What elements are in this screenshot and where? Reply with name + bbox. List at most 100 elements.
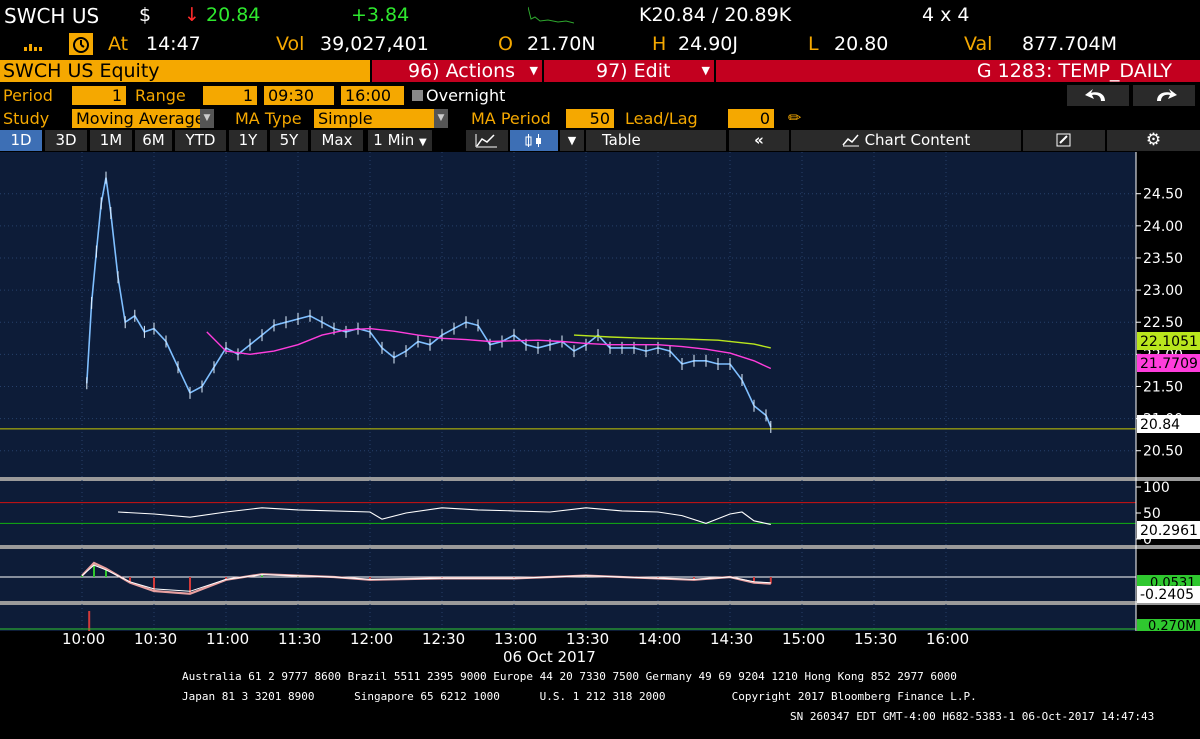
- y-tick-label: 23.50: [1143, 251, 1183, 267]
- at-label: At: [108, 33, 129, 55]
- study-label: Study: [3, 109, 50, 128]
- chart-type-caret-icon[interactable]: ▼: [560, 130, 584, 151]
- table-button[interactable]: Table: [586, 130, 726, 151]
- x-tick-label: 14:00: [638, 630, 682, 648]
- x-tick-label: 13:30: [566, 630, 610, 648]
- actions-menu[interactable]: 96) Actions ▼: [372, 60, 542, 82]
- template-bar[interactable]: G 1283: TEMP_DAILY: [716, 60, 1200, 82]
- x-tick-label: 11:30: [278, 630, 322, 648]
- quote-time: 14:47: [146, 33, 201, 55]
- low-label: L: [808, 33, 819, 55]
- study-value: Moving Average: [76, 109, 205, 128]
- overnight-checkbox[interactable]: [412, 90, 423, 101]
- undo-icon[interactable]: [1067, 85, 1129, 106]
- redo-icon[interactable]: [1133, 85, 1195, 106]
- actions-caret-icon: ▼: [529, 64, 538, 77]
- chart-content-icon: [842, 134, 859, 147]
- range-tab-1y[interactable]: 1Y: [229, 130, 267, 151]
- panel-divider: [0, 601, 1200, 605]
- price-tag-label: 20.84: [1140, 417, 1180, 433]
- intraday-chart[interactable]: 24.5024.0023.5023.0022.5022.0021.5021.00…: [0, 152, 1200, 649]
- settings-gear-icon[interactable]: ⚙: [1107, 130, 1200, 151]
- panel-divider: [0, 545, 1200, 549]
- chart-content-button[interactable]: Chart Content: [791, 130, 1021, 151]
- pencil-icon[interactable]: ✏: [788, 108, 802, 127]
- interval-caret-icon: ▼: [419, 137, 427, 148]
- range-tab-max[interactable]: Max: [311, 130, 363, 151]
- security-field[interactable]: SWCH US Equity: [0, 60, 370, 82]
- footer-phones-2: Japan 81 3 3201 8900 Singapore 65 6212 1…: [182, 690, 977, 703]
- moving-average-line: [206, 327, 772, 370]
- price-tag-label: 22.1051: [1140, 334, 1198, 350]
- ma-period-label: MA Period: [471, 109, 551, 128]
- lead-lag-field[interactable]: 0: [728, 109, 774, 128]
- y-tick-label: 0: [1143, 532, 1152, 548]
- price-tag-label: 21.7709: [1140, 356, 1198, 372]
- range-tab-3d[interactable]: 3D: [45, 130, 87, 151]
- ma-type-label: MA Type: [235, 109, 302, 128]
- range-tab-6m[interactable]: 6M: [135, 130, 172, 151]
- volume-tag: [1137, 619, 1200, 631]
- open-label: O: [498, 33, 513, 55]
- range-field[interactable]: 1: [203, 86, 257, 105]
- x-tick-label: 11:00: [206, 630, 250, 648]
- interval-value: 1 Min: [373, 131, 415, 149]
- ticker: SWCH US: [4, 4, 100, 28]
- high-value: 24.90J: [678, 33, 738, 55]
- x-tick-label: 14:30: [710, 630, 754, 648]
- study-caret-icon: ▼: [200, 109, 214, 128]
- range-tab-ytd[interactable]: YTD: [175, 130, 226, 151]
- lead-lag-label: Lead/Lag: [625, 109, 698, 128]
- footer-phones-1: Australia 61 2 9777 8600 Brazil 5511 239…: [182, 670, 957, 683]
- range-tab-1d[interactable]: 1D: [0, 130, 42, 151]
- x-tick-label: 12:30: [422, 630, 466, 648]
- bid-ask-size: 4 x 4: [922, 4, 970, 26]
- overnight-label: Overnight: [426, 86, 506, 105]
- candle-icon[interactable]: [510, 130, 558, 151]
- net-change: +3.84: [351, 4, 410, 26]
- price-tag: [1137, 415, 1200, 433]
- y-tick-label: 20.50: [1143, 444, 1183, 460]
- volume-tag-label: 0.270M: [1148, 619, 1196, 634]
- x-tick-label: 16:00: [926, 630, 970, 648]
- range-tab-5y[interactable]: 5Y: [270, 130, 308, 151]
- last-price: 20.84: [206, 4, 261, 26]
- annotate-icon[interactable]: [1023, 130, 1105, 151]
- period-label: Period: [3, 86, 53, 105]
- period-field[interactable]: 1: [72, 86, 126, 105]
- edit-caret-icon: ▼: [701, 64, 710, 77]
- price-tag: [1137, 332, 1200, 350]
- macd-signal-tag: [1137, 586, 1200, 603]
- volume-value: 39,027,401: [320, 33, 429, 55]
- edit-menu[interactable]: 97) Edit ▼: [544, 60, 714, 82]
- macd-signal-tag-label: -0.2405: [1140, 587, 1194, 603]
- ma-period-field[interactable]: 50: [566, 109, 614, 128]
- date-label: 06 Oct 2017: [503, 648, 596, 666]
- time-from-field[interactable]: 09:30: [264, 86, 334, 105]
- template-name: G 1283: TEMP_DAILY: [976, 60, 1172, 82]
- range-tab-1m[interactable]: 1M: [90, 130, 132, 151]
- line-chart-icon[interactable]: [466, 130, 508, 151]
- collapse-icon[interactable]: «: [729, 130, 789, 151]
- volume-label: Vol: [276, 33, 305, 55]
- rsi-tag-label: 20.2961: [1140, 523, 1198, 539]
- traded-value: 877.704M: [1022, 33, 1117, 55]
- rsi-line: [117, 507, 771, 525]
- moving-average-alt-line: [573, 334, 771, 349]
- val-label: Val: [964, 33, 993, 55]
- rsi-panel: [0, 481, 1136, 545]
- price-panel: [0, 152, 1136, 477]
- interval-dropdown[interactable]: 1 Min ▼: [368, 130, 432, 151]
- currency-symbol: $: [139, 4, 152, 26]
- study-dropdown[interactable]: Moving Average ▼: [72, 109, 214, 128]
- edit-label: 97) Edit: [596, 60, 671, 82]
- time-to-field[interactable]: 16:00: [341, 86, 404, 105]
- open-value: 21.70N: [527, 33, 596, 55]
- ma-type-dropdown[interactable]: Simple ▼: [314, 109, 448, 128]
- signal-bars-icon: [24, 44, 42, 51]
- y-tick-label: 21.50: [1143, 379, 1183, 395]
- actions-label: 96) Actions: [408, 60, 516, 82]
- alert-clock-icon[interactable]: [69, 33, 93, 55]
- down-arrow-icon: ↓: [184, 4, 200, 26]
- x-tick-label: 15:00: [782, 630, 826, 648]
